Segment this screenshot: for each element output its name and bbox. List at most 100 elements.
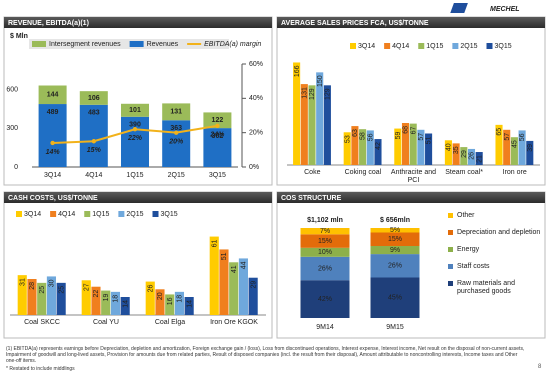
panel-title: CASH COSTS, US$/TONNE (8, 195, 98, 202)
legend-marker (50, 211, 57, 217)
legend-label: Raw materials and purchased goods (457, 280, 515, 295)
value-label: 59 (395, 131, 402, 139)
value-label: 30 (49, 279, 56, 287)
y2-tick-label: 0% (249, 164, 259, 171)
x-tick-label: 1Q15 (126, 172, 144, 179)
value-label: 22 (93, 290, 100, 298)
value-label: 41 (231, 265, 238, 273)
value-label: 26% (318, 265, 332, 272)
bar (209, 236, 219, 315)
bar-segment (370, 254, 420, 278)
legend-item: Other (448, 212, 542, 220)
value-label: 101 (129, 107, 141, 114)
panel-header (277, 17, 545, 28)
value-label: 20% (168, 139, 184, 146)
value-label: 26% (388, 263, 402, 270)
x-tick-label: Coke (304, 169, 321, 176)
bar (120, 297, 130, 315)
legend-marker (448, 213, 453, 218)
bar (452, 143, 460, 165)
bar (238, 258, 248, 315)
value-label: 20 (157, 292, 164, 300)
value-label: 129 (309, 88, 316, 100)
legend-label: Depreciation and depletion (457, 229, 541, 236)
x-tick-label: Iron Ore KGOK (210, 319, 258, 326)
legend-marker (16, 211, 22, 217)
bar (219, 249, 229, 315)
logo-text: MECHEL (490, 6, 520, 13)
value-label: 56 (367, 133, 374, 141)
legend-marker (84, 211, 91, 217)
value-label: 16 (167, 297, 174, 305)
legend-label: 3Q14 (358, 43, 375, 50)
legend-marker (448, 264, 453, 269)
y2-tick-label: 40% (249, 95, 263, 102)
bar (248, 277, 258, 315)
x-tick-label: Coking coal (344, 169, 382, 176)
legend-label: 3Q15 (495, 43, 512, 50)
page-number: 8 (538, 364, 542, 370)
x-tick-label: 2Q15 (167, 172, 185, 179)
x-tick-label: 3Q15 (208, 172, 226, 179)
panel-title: COS STRUCTURE (281, 195, 342, 202)
bar (425, 133, 433, 165)
legend-marker (486, 43, 493, 49)
bar (17, 275, 27, 315)
bar (27, 279, 37, 315)
x-tick-label: Iron ore (502, 169, 527, 176)
bar (401, 123, 410, 165)
value-label: 51 (426, 136, 433, 144)
value-label: 150 (317, 75, 324, 87)
value-label: 51 (221, 252, 228, 260)
x-tick-label: Coal SKCC (24, 319, 60, 326)
legend-marker (118, 211, 125, 217)
y-tick-label: 600 (6, 87, 18, 94)
bar (81, 280, 91, 315)
panel-title: REVENUE, EBITDA(a)(1) (8, 20, 89, 27)
value-label: 57 (504, 133, 511, 141)
x-tick-label: 3Q14 (44, 172, 62, 179)
total-label: $1,102 mln (307, 217, 343, 224)
legend-label: Intersegment revenues (49, 41, 121, 48)
bar-segment (300, 280, 350, 318)
bar (174, 291, 184, 315)
y-tick-label: 300 (6, 125, 18, 132)
value-label: 15% (87, 147, 102, 154)
panel-title: AVERAGE SALES PRICES FCA, US$/TONNE (281, 20, 429, 27)
value-label: 144 (47, 92, 59, 99)
x-tick-label: 9M14 (316, 324, 334, 331)
legend-label: 4Q14 (58, 211, 75, 218)
margin-point (50, 140, 55, 146)
value-label: 65 (496, 128, 503, 136)
margin-point (132, 127, 138, 132)
value-label: 21 (476, 155, 483, 163)
bar (308, 85, 316, 165)
legend-marker (452, 43, 459, 49)
value-label: 68 (403, 126, 410, 134)
bar-segment (370, 246, 420, 255)
panel-header (277, 192, 545, 203)
legend-marker (129, 41, 144, 47)
bar (510, 137, 518, 165)
bar (101, 290, 111, 315)
value-label: 67 (410, 127, 417, 135)
value-label: 122 (212, 117, 224, 124)
x-tick-label: 4Q14 (85, 172, 103, 179)
bar (366, 130, 374, 165)
bar (409, 123, 417, 165)
legend-marker (448, 230, 453, 235)
value-label: 56 (519, 133, 526, 141)
value-label: 24% (209, 132, 225, 139)
legend-label: Staff costs (457, 263, 490, 270)
bar (110, 291, 120, 315)
legend-marker (32, 41, 46, 47)
bar-segment (370, 228, 420, 233)
bar (394, 128, 402, 165)
value-label: 29 (250, 281, 257, 289)
legend-label: 4Q14 (392, 43, 409, 50)
legend-marker (350, 43, 356, 49)
bar (300, 84, 308, 165)
value-label: 131 (301, 87, 308, 99)
